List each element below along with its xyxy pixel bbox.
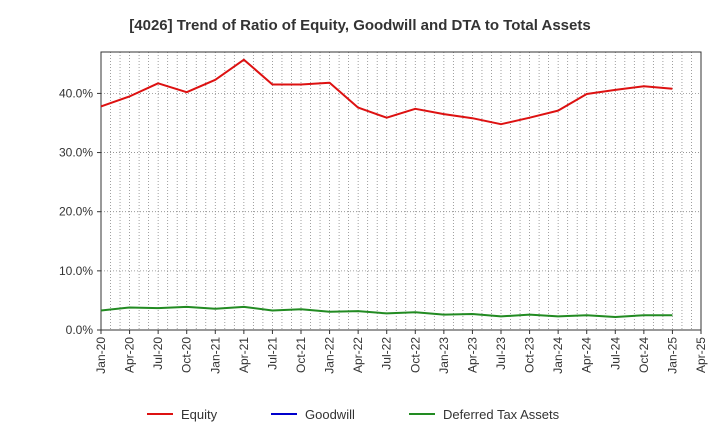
y-tick-label: 20.0%: [59, 205, 93, 219]
legend-label-equity: Equity: [181, 407, 218, 422]
x-tick-label: Jan-20: [94, 337, 108, 374]
x-tick-label: Jan-25: [665, 337, 679, 374]
x-tick-label: Apr-22: [351, 337, 365, 373]
x-tick-label: Oct-24: [637, 337, 651, 373]
chart-title: [4026] Trend of Ratio of Equity, Goodwil…: [129, 17, 590, 34]
x-tick-label: Jul-21: [265, 337, 279, 370]
x-tick-label: Apr-21: [237, 337, 251, 373]
x-tick-label: Jul-20: [151, 337, 165, 370]
x-tick-label: Apr-23: [465, 337, 479, 373]
legend-label-deferred-tax-assets: Deferred Tax Assets: [443, 407, 560, 422]
x-tick-label: Apr-20: [123, 337, 137, 373]
x-tick-label: Oct-23: [523, 337, 537, 373]
x-tick-label: Jan-24: [551, 337, 565, 374]
x-tick-label: Apr-25: [694, 337, 708, 373]
x-tick-label: Jul-24: [608, 337, 622, 370]
x-tick-label: Jul-22: [380, 337, 394, 370]
series-lines: [100, 58, 673, 318]
axes: 0.0% 10.0% 20.0% 30.0% 40.0% Jan-20 Apr-20 Jul-…: [59, 51, 708, 374]
x-tick-label: Jan-22: [323, 337, 337, 374]
series-line-deferred-tax-assets: [100, 305, 673, 318]
y-tick-label: 40.0%: [59, 86, 93, 100]
x-tick-label: Jan-21: [208, 337, 222, 374]
y-tick-label: 10.0%: [59, 264, 93, 278]
x-tick-label: Jan-23: [437, 337, 451, 374]
plot-frame: [100, 51, 702, 331]
legend: Equity Goodwill Deferred Tax Assets: [147, 407, 560, 422]
x-tick-label: Oct-22: [408, 337, 422, 373]
x-tick-label: Oct-20: [180, 337, 194, 373]
series-line-equity: [100, 58, 673, 126]
legend-label-goodwill: Goodwill: [305, 407, 355, 422]
y-tick-label: 30.0%: [59, 146, 93, 160]
grid: [101, 52, 701, 330]
x-tick-label: Jul-23: [494, 337, 508, 370]
x-tick-label: Oct-21: [294, 337, 308, 373]
x-tick-label: Apr-24: [580, 337, 594, 373]
y-tick-label: 0.0%: [66, 323, 94, 337]
